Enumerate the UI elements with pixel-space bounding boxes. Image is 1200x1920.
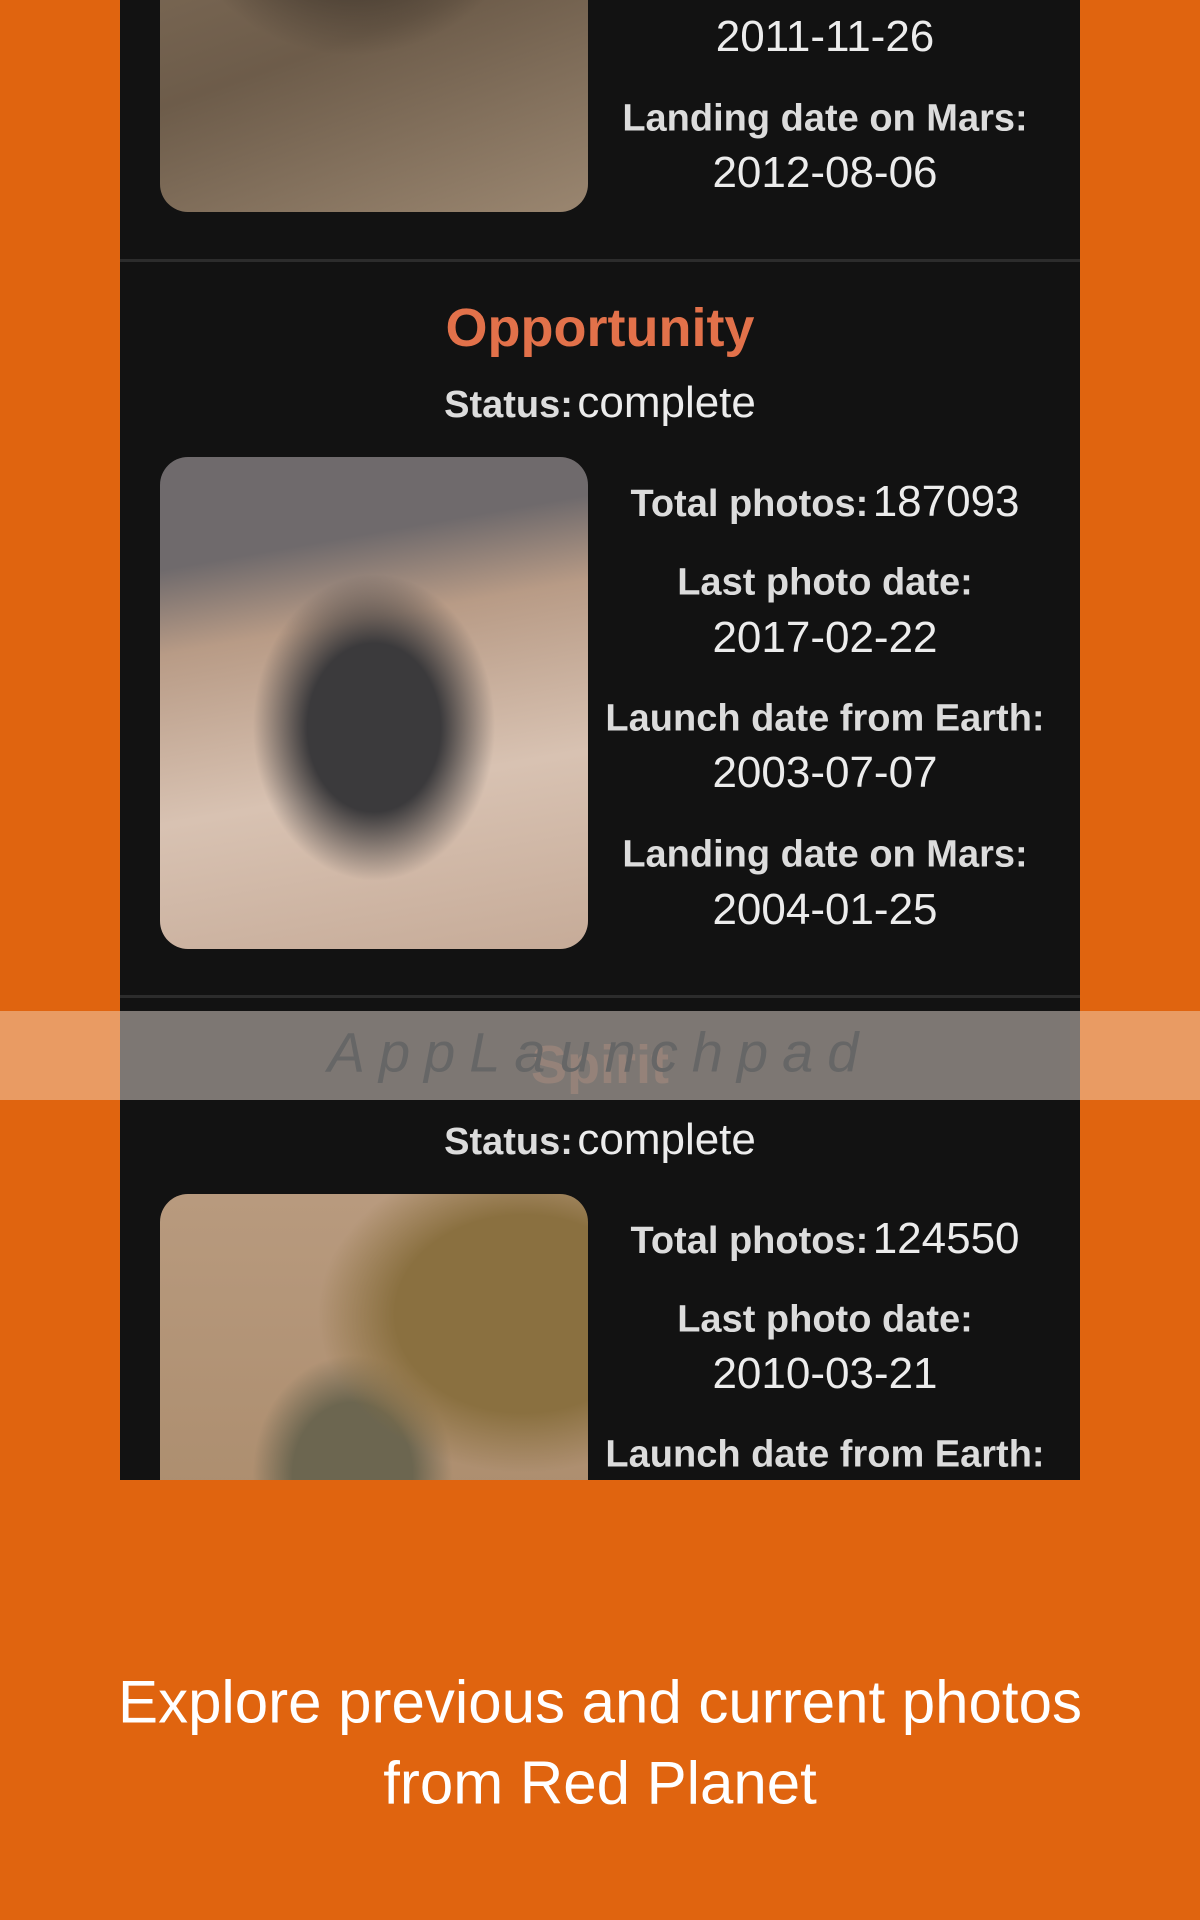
stat-label: Total photos: bbox=[630, 483, 869, 525]
rover-list: 2011-11-26 Landing date on Mars: 2012-08… bbox=[120, 0, 1080, 1480]
divider bbox=[120, 995, 1080, 998]
stat-value: 2012-08-06 bbox=[712, 148, 938, 197]
stat-label: Last photo date: bbox=[677, 1298, 973, 1341]
rover-photo bbox=[160, 457, 588, 949]
divider bbox=[120, 259, 1080, 262]
status-label: Status: bbox=[444, 384, 573, 426]
status: Status: complete bbox=[120, 378, 1080, 428]
caption: Explore previous and current photos bbox=[118, 1668, 1082, 1736]
status-value: complete bbox=[577, 378, 756, 427]
watermark-band bbox=[120, 1011, 1080, 1100]
status-label: Status: bbox=[444, 1121, 573, 1163]
stat-label: Launch date from Earth: bbox=[605, 1433, 1045, 1476]
rover-photo bbox=[160, 1194, 588, 1480]
stat-label: Landing date on Mars: bbox=[622, 97, 1028, 140]
stat: Total photos: 124550 bbox=[600, 1214, 1050, 1264]
stat-label: Total photos: bbox=[630, 1220, 869, 1262]
stat-value: 187093 bbox=[872, 477, 1020, 526]
watermark: AppLaunchpad bbox=[327, 1020, 873, 1084]
status-value: complete bbox=[577, 1115, 756, 1164]
rover-name: Opportunity bbox=[445, 298, 755, 358]
stat: Total photos: 187093 bbox=[600, 477, 1050, 527]
stat-value: 124550 bbox=[872, 1214, 1020, 1263]
status: Status: complete bbox=[120, 1115, 1080, 1165]
stat-value: 2017-02-22 bbox=[712, 613, 938, 662]
rover-photo bbox=[160, 0, 588, 212]
stat-value: 2010-03-21 bbox=[712, 1349, 938, 1398]
stat-value: 2011-11-26 bbox=[715, 12, 935, 61]
stat-value: 2003-07-07 bbox=[712, 748, 938, 797]
caption: from Red Planet bbox=[383, 1749, 817, 1817]
stat-label: Last photo date: bbox=[677, 561, 973, 604]
stat-label: Landing date on Mars: bbox=[622, 833, 1028, 876]
stat-value: 2004-01-25 bbox=[712, 885, 938, 934]
stat-label: Launch date from Earth: bbox=[605, 697, 1045, 740]
